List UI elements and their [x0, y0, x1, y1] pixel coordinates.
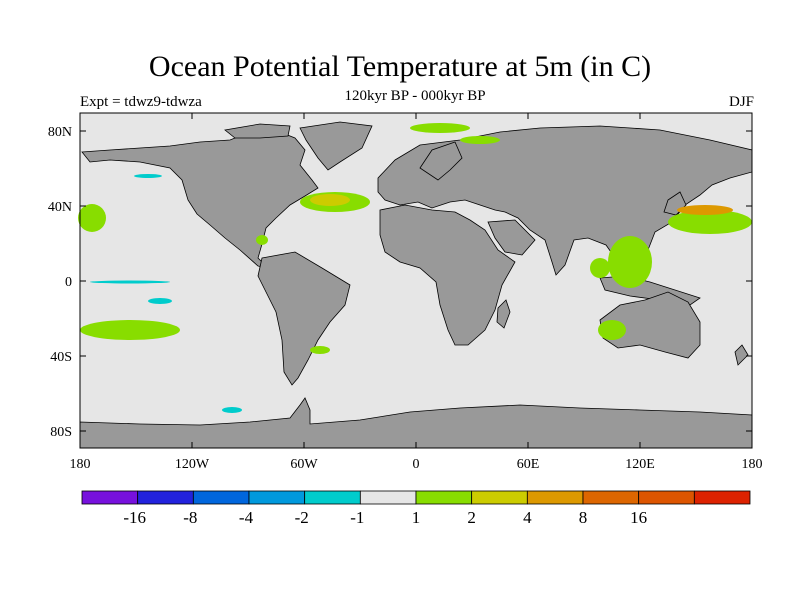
patch-gulf-of-mexico-warm: [256, 235, 268, 245]
patch-south-china-sea-warm: [608, 236, 652, 288]
lat-tick-80s: 80S: [50, 425, 72, 440]
lon-axis: [79, 113, 753, 448]
patch-southern-ocean-cool: [222, 407, 242, 413]
lon-tick-60e: 60E: [517, 457, 540, 472]
lon-tick-60w: 60W: [290, 457, 318, 472]
colorbar-label: 8: [579, 508, 588, 527]
patch-equatorial-pacific-cool: [148, 298, 172, 304]
colorbar-swatch: [304, 490, 361, 505]
patch-pacific-cool-dots: [90, 280, 170, 284]
lat-tick-0: 0: [65, 275, 72, 290]
land-masses: [79, 121, 753, 449]
colorbar-label: -8: [183, 508, 197, 527]
colorbar-swatch: [137, 490, 194, 505]
colorbar-swatch: [192, 490, 250, 505]
colorbar: -16 -8 -4 -2 -1 1 2 4 8 16: [81, 490, 751, 527]
land-greenland: [299, 121, 373, 171]
map-subtitle: 120kyr BP - 000kyr BP: [344, 88, 486, 104]
season-label: DJF: [728, 94, 754, 110]
colorbar-swatch: [81, 490, 139, 505]
lon-tick-120e: 120E: [625, 457, 655, 472]
patch-arctic-warm-1: [410, 123, 470, 133]
lat-tick-40s: 40S: [50, 350, 72, 365]
patch-arctic-warm-2: [460, 136, 500, 144]
patch-west-australia-warm: [598, 320, 626, 340]
colorbar-label: 4: [523, 508, 532, 527]
patch-north-atlantic-strong: [310, 194, 350, 206]
colorbar-swatch: [526, 490, 584, 505]
land-arctic-islands: [224, 123, 291, 139]
colorbar-label: -16: [123, 508, 146, 527]
patch-north-pacific-east-warm: [78, 204, 106, 232]
colorbar-swatch: [693, 490, 751, 505]
patch-kuroshio-strong: [677, 205, 733, 215]
patch-bering-cool: [134, 174, 162, 178]
colorbar-swatch: [415, 490, 473, 505]
lon-tick-180e: 180: [742, 457, 763, 472]
colorbar-label: -4: [239, 508, 254, 527]
colorbar-label: 2: [467, 508, 476, 527]
land-arabia: [487, 219, 536, 256]
land-south-america: [257, 251, 351, 386]
land-australia: [599, 291, 701, 359]
anomaly-patches: [78, 123, 752, 413]
land-africa: [379, 204, 516, 346]
land-madagascar: [496, 299, 511, 329]
lon-tick-180w: 180: [70, 457, 91, 472]
map-title: Ocean Potential Temperature at 5m (in C): [148, 50, 652, 83]
colorbar-label: 16: [630, 508, 647, 527]
land-scandinavia: [419, 141, 463, 181]
lat-axis: [80, 130, 752, 432]
colorbar-swatch: [582, 490, 640, 505]
colorbar-label: 1: [412, 508, 421, 527]
land-north-america: [81, 129, 319, 269]
colorbar-label: -2: [295, 508, 309, 527]
lon-tick-120w: 120W: [175, 457, 210, 472]
patch-kuroshio-warm: [668, 210, 752, 234]
colorbar-label: -1: [350, 508, 364, 527]
patch-south-atlantic-warm: [310, 346, 330, 354]
colorbar-swatch: [471, 490, 528, 505]
colorbar-swatch: [359, 490, 417, 505]
lat-tick-80n: 80N: [48, 125, 72, 140]
land-new-zealand: [734, 344, 749, 366]
map-panel: [78, 112, 753, 449]
patch-south-pacific-warm: [80, 320, 180, 340]
lon-tick-0: 0: [413, 457, 420, 472]
patch-indian-ocean-warm: [590, 258, 610, 278]
colorbar-swatch: [638, 490, 695, 505]
colorbar-swatch: [248, 490, 306, 505]
land-antarctica: [79, 397, 753, 449]
experiment-label: Expt = tdwz9-tdwza: [80, 94, 202, 110]
lat-tick-40n: 40N: [48, 200, 72, 215]
